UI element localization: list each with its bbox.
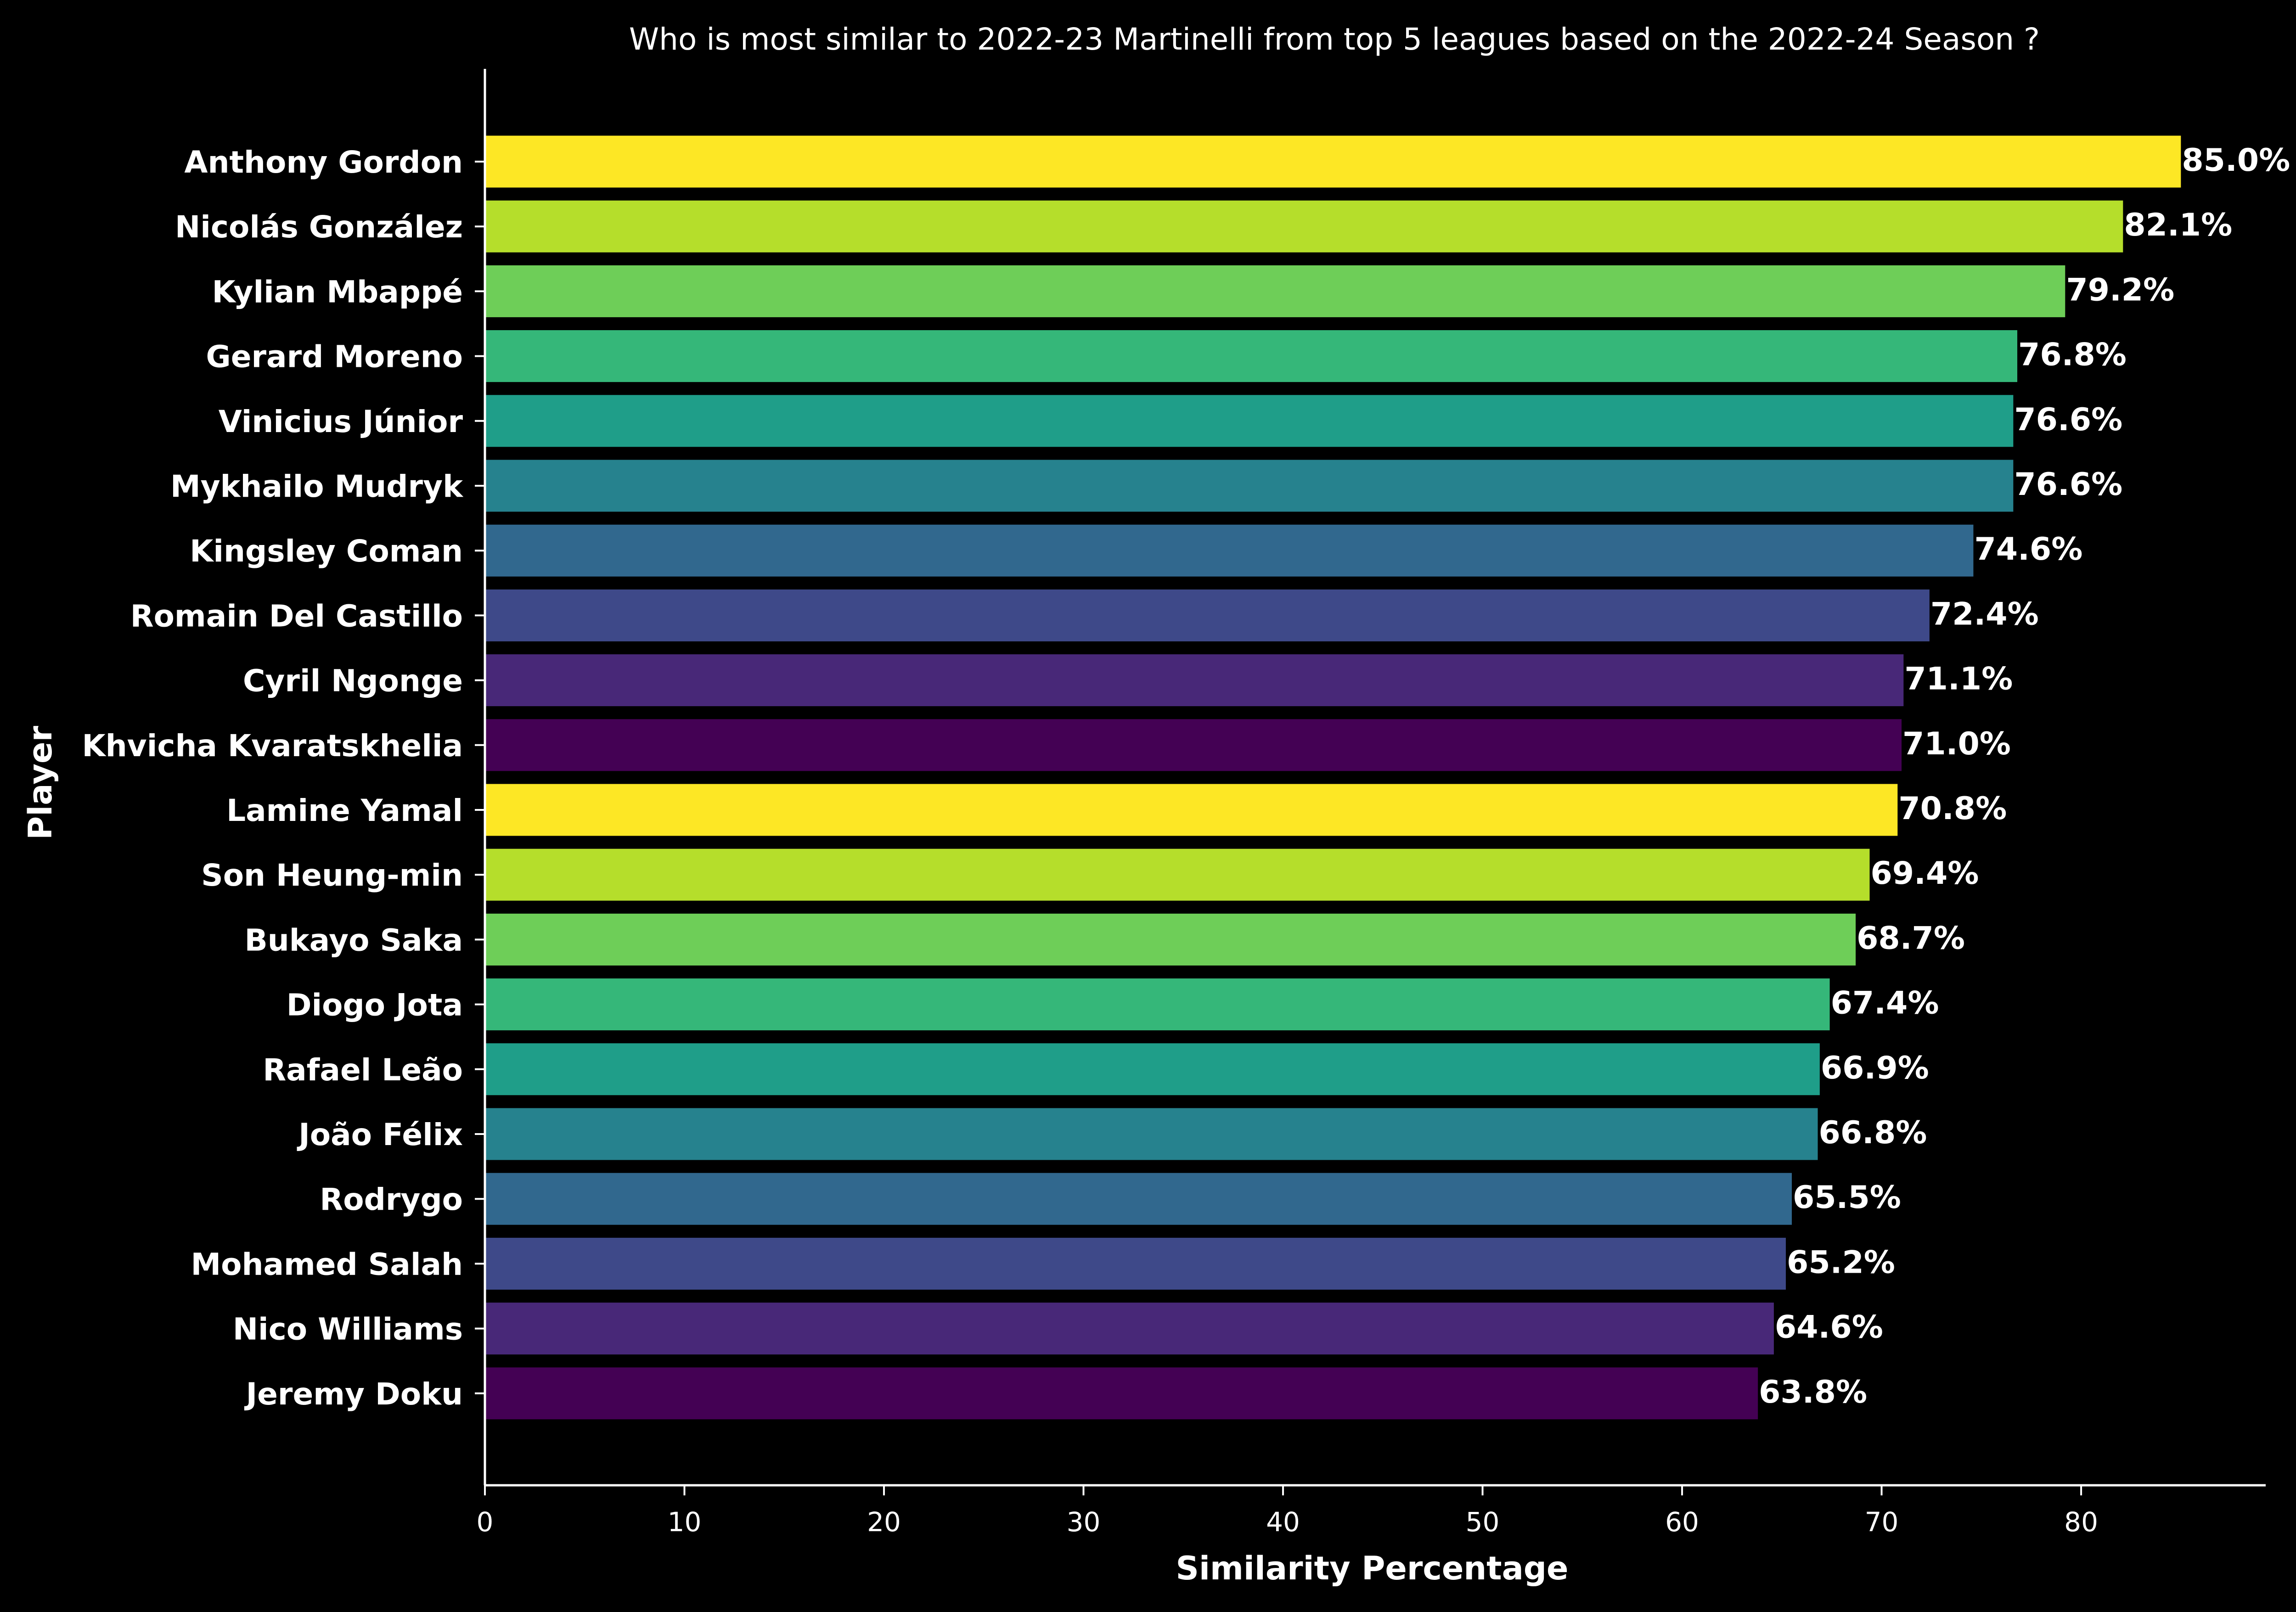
- bar-nicolas-gonzalez: [485, 200, 2123, 253]
- data-label: 76.6%: [2014, 466, 2122, 503]
- bar-kingsley-coman: [485, 524, 1974, 577]
- data-label: 79.2%: [2066, 272, 2174, 308]
- data-label: 66.8%: [1819, 1115, 1927, 1151]
- x-tick-label: 60: [1665, 1506, 1699, 1538]
- bar-anthony-gordon: [485, 135, 2181, 188]
- bar-vinicius-junior: [485, 395, 2014, 447]
- bar-joao-felix: [485, 1108, 1818, 1160]
- category-label: Anthony Gordon: [184, 145, 463, 180]
- category-label: Romain Del Castillo: [130, 598, 463, 634]
- data-label: 82.1%: [2124, 207, 2232, 243]
- data-label: 65.5%: [1793, 1180, 1901, 1216]
- x-tick-label: 80: [2064, 1506, 2098, 1538]
- category-label: Mykhailo Mudryk: [170, 469, 464, 504]
- x-tick-label: 30: [1067, 1506, 1101, 1538]
- data-label: 72.4%: [1930, 596, 2039, 632]
- data-label: 63.8%: [1759, 1374, 1867, 1410]
- bar-cyril-ngonge: [485, 654, 1904, 707]
- category-label: Jeremy Doku: [244, 1376, 463, 1412]
- bar-khvicha-kvaratskhelia: [485, 719, 1902, 771]
- category-label: Nicolás González: [175, 209, 463, 245]
- category-label: Lamine Yamal: [226, 793, 463, 828]
- bar-kylian-mbappe: [485, 265, 2065, 317]
- category-label: Diogo Jota: [287, 988, 463, 1023]
- category-label: Rodrygo: [320, 1182, 463, 1217]
- category-label: Vinicius Júnior: [219, 404, 463, 439]
- data-label: 70.8%: [1898, 791, 2007, 827]
- category-label: João Félix: [297, 1117, 463, 1152]
- x-tick-label: 10: [668, 1506, 702, 1538]
- data-label: 71.1%: [1904, 661, 2013, 697]
- data-label: 68.7%: [1857, 920, 1965, 956]
- data-label: 65.2%: [1787, 1244, 1895, 1281]
- category-label: Khvicha Kvaratskhelia: [82, 728, 463, 764]
- bar-rafael-leao: [485, 1043, 1820, 1095]
- bar-bukayo-saka: [485, 913, 1856, 966]
- data-label: 67.4%: [1831, 985, 1939, 1022]
- data-label: 76.8%: [2018, 337, 2127, 373]
- chart-title: Who is most similar to 2022-23 Martinell…: [629, 22, 2040, 57]
- x-tick-label: 50: [1466, 1506, 1500, 1538]
- data-label: 76.6%: [2014, 402, 2122, 438]
- category-label: Kylian Mbappé: [212, 274, 463, 309]
- x-tick-label: 40: [1266, 1506, 1300, 1538]
- x-ticks-layer: 0 10 20 30 40 50 60 70 80: [475, 161, 2098, 1538]
- x-axis-label: Similarity Percentage: [1176, 1550, 1569, 1587]
- labels-layer: Anthony Gordon 85.0% Nicolás González 82.1%…: [82, 142, 2290, 1412]
- data-label: 66.9%: [1821, 1050, 1929, 1086]
- category-label: Bukayo Saka: [244, 922, 463, 958]
- bar-son-heung-min: [485, 848, 1870, 901]
- bar-nico-williams: [485, 1303, 1774, 1355]
- category-label: Gerard Moreno: [206, 339, 463, 375]
- bar-lamine-yamal: [485, 784, 1898, 836]
- data-label: 85.0%: [2182, 142, 2290, 179]
- x-tick-label: 20: [867, 1506, 901, 1538]
- bar-diogo-jota: [485, 978, 1830, 1031]
- category-label: Rafael Leão: [263, 1052, 463, 1088]
- data-label: 74.6%: [1974, 531, 2082, 567]
- category-label: Cyril Ngonge: [243, 663, 463, 699]
- category-label: Kingsley Coman: [190, 534, 463, 569]
- bar-rodrygo: [485, 1173, 1792, 1225]
- bar-gerard-moreno: [485, 330, 2018, 382]
- category-label: Nico Williams: [233, 1312, 463, 1347]
- data-label: 71.0%: [1902, 726, 2011, 762]
- x-tick-label: 70: [1865, 1506, 1899, 1538]
- y-axis-label: Player: [22, 726, 59, 840]
- bar-mykhailo-mudryk: [485, 460, 2014, 512]
- bar-romain-del-castillo: [485, 589, 1930, 641]
- x-tick-label: 0: [477, 1506, 494, 1538]
- category-label: Son Heung-min: [201, 858, 463, 893]
- bar-mohamed-salah: [485, 1237, 1786, 1290]
- category-label: Mohamed Salah: [191, 1247, 463, 1282]
- bar-jeremy-doku: [485, 1367, 1758, 1420]
- data-label: 64.6%: [1775, 1309, 1883, 1346]
- data-label: 69.4%: [1870, 855, 1979, 892]
- bars-layer: [485, 135, 2181, 1420]
